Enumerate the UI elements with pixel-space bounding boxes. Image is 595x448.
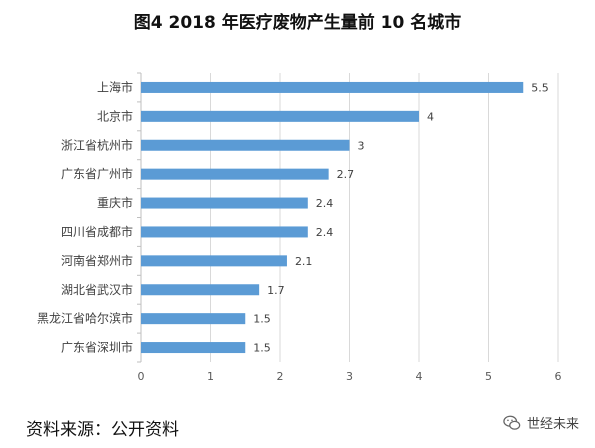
bar: [141, 284, 260, 296]
x-tick-label: 4: [416, 370, 423, 383]
data-label: 5.5: [531, 81, 549, 94]
category-label: 浙江省杭州市: [61, 137, 133, 152]
bar: [141, 81, 524, 93]
category-label: 黑龙江省哈尔滨市: [37, 311, 133, 326]
bar: [141, 313, 246, 325]
bar: [141, 226, 308, 238]
category-label: 重庆市: [97, 195, 133, 210]
x-tick-label: 2: [277, 370, 284, 383]
bar: [141, 197, 308, 209]
category-label: 四川省成都市: [61, 224, 133, 239]
source-note: 资料来源：公开资料: [26, 420, 179, 440]
watermark-text: 世经未来: [526, 417, 579, 432]
data-label: 2.4: [316, 226, 334, 239]
category-label: 上海市: [97, 79, 133, 94]
bar: [141, 139, 350, 151]
data-label: 1.5: [253, 313, 271, 326]
data-label: 2.1: [295, 255, 313, 268]
category-label: 广东省深圳市: [61, 340, 133, 355]
data-label: 1.5: [253, 342, 271, 355]
x-tick-label: 6: [555, 370, 562, 383]
chart-title: 图4 2018 年医疗废物产生量前 10 名城市: [133, 13, 462, 33]
bar: [141, 255, 287, 267]
x-tick-label: 5: [485, 370, 492, 383]
x-tick-label: 0: [138, 370, 145, 383]
data-label: 4: [427, 110, 434, 123]
category-label: 广东省广州市: [61, 166, 133, 181]
category-label: 北京市: [97, 108, 133, 123]
data-label: 2.4: [316, 197, 334, 210]
watermark: 世经未来: [503, 413, 579, 432]
bar: [141, 110, 419, 122]
x-tick-label: 1: [207, 370, 214, 383]
bar: [141, 342, 246, 354]
data-label: 2.7: [337, 168, 355, 181]
bar: [141, 168, 329, 180]
data-label: 3: [358, 139, 365, 152]
x-tick-label: 3: [346, 370, 353, 383]
category-label: 湖北省武汉市: [61, 282, 133, 297]
category-label: 河南省郑州市: [61, 253, 133, 268]
wechat-icon: [503, 415, 521, 430]
data-label: 1.7: [267, 284, 285, 297]
